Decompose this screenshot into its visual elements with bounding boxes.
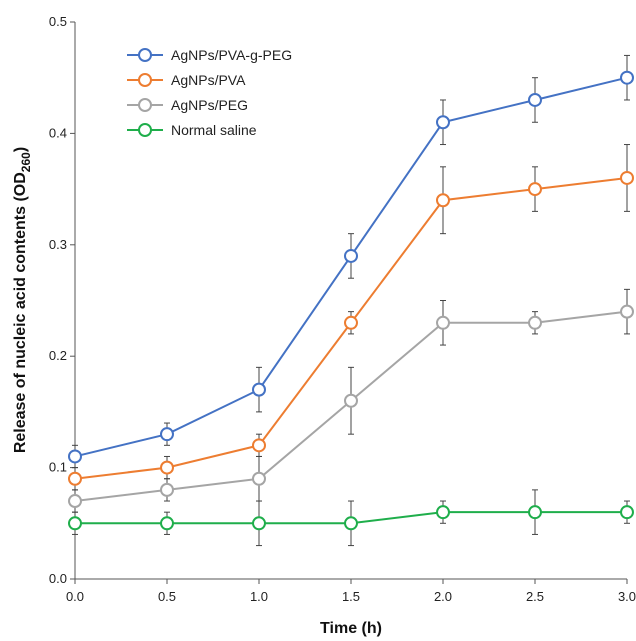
data-point	[344, 516, 358, 531]
y-tick-label: 0.1	[49, 460, 67, 475]
data-point	[620, 70, 634, 85]
legend-label: Normal saline	[171, 122, 257, 138]
legend-swatch-marker	[138, 73, 152, 87]
data-point	[160, 427, 174, 442]
legend: AgNPs/PVA-g-PEG AgNPs/PVA AgNPs/PEG Normal …	[127, 47, 292, 138]
series-agnps-pva-g-peg	[68, 54, 634, 469]
data-point	[436, 115, 450, 130]
y-axis-title-subscript: 260	[19, 152, 33, 172]
data-point	[344, 315, 358, 330]
x-tick-label: 1.5	[342, 589, 360, 604]
legend-label: AgNPs/PVA-g-PEG	[171, 47, 292, 63]
y-tick-label: 0.2	[49, 348, 67, 363]
data-point	[528, 505, 542, 520]
data-point	[68, 494, 82, 509]
data-point	[160, 460, 174, 475]
legend-label: AgNPs/PVA	[171, 72, 246, 88]
data-point	[160, 482, 174, 497]
legend-swatch-marker	[138, 98, 152, 112]
legend-item: AgNPs/PVA-g-PEG	[127, 47, 292, 63]
data-point	[436, 315, 450, 330]
y-tick-label: 0.4	[49, 125, 67, 140]
x-axis-title: Time (h)	[320, 620, 382, 637]
y-tick-label: 0.3	[49, 237, 67, 252]
data-point	[68, 516, 82, 531]
y-tick-label: 0.0	[49, 571, 67, 586]
series-agnps-peg	[68, 288, 634, 513]
legend-item: AgNPs/PEG	[127, 97, 248, 113]
data-point	[620, 170, 634, 185]
data-point	[252, 516, 266, 531]
y-tick-label: 0.5	[49, 14, 67, 29]
data-point	[344, 393, 358, 408]
data-point	[528, 92, 542, 107]
x-tick-label: 2.5	[526, 589, 544, 604]
x-tick-label: 1.0	[250, 589, 268, 604]
legend-item: Normal saline	[127, 122, 257, 138]
data-point	[620, 304, 634, 319]
data-point	[252, 438, 266, 453]
data-point	[436, 193, 450, 208]
series-normal-saline	[68, 489, 634, 547]
x-tick-label: 0.5	[158, 589, 176, 604]
series-agnps-pva	[68, 144, 634, 491]
data-point	[252, 382, 266, 397]
data-point	[528, 315, 542, 330]
y-axis-title-close: )	[12, 147, 29, 152]
legend-swatch-marker	[138, 48, 152, 62]
legend-label: AgNPs/PEG	[171, 97, 248, 113]
x-tick-label: 3.0	[618, 589, 636, 604]
data-point	[436, 505, 450, 520]
y-axis-title: Release of nucleic acid contents (OD260)	[12, 147, 33, 453]
data-point	[528, 182, 542, 197]
data-point	[160, 516, 174, 531]
data-point	[68, 449, 82, 464]
data-point	[252, 471, 266, 486]
legend-swatch-marker	[138, 123, 152, 137]
x-tick-label: 2.0	[434, 589, 452, 604]
data-point	[344, 248, 358, 263]
x-tick-label: 0.0	[66, 589, 84, 604]
data-point	[68, 471, 82, 486]
data-point	[620, 505, 634, 520]
series-layer	[68, 54, 634, 547]
axes: 0.0 0.1 0.2 0.3 0.4 0.5 0.0 0.5 1.0 1.5 2.0 2.5 3.0	[49, 14, 636, 604]
legend-item: AgNPs/PVA	[127, 72, 246, 88]
y-axis-title-main: Release of nucleic acid contents (OD	[12, 172, 29, 453]
